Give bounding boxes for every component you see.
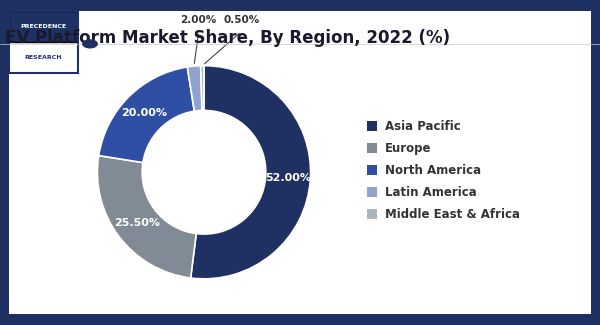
Wedge shape	[200, 66, 204, 110]
Text: 25.50%: 25.50%	[113, 218, 160, 228]
FancyBboxPatch shape	[9, 11, 78, 42]
Text: 52.00%: 52.00%	[265, 173, 311, 183]
Text: RESEARCH: RESEARCH	[25, 55, 62, 60]
Wedge shape	[187, 66, 202, 111]
Wedge shape	[97, 156, 196, 278]
Text: 0.50%: 0.50%	[223, 15, 259, 25]
Text: 20.00%: 20.00%	[121, 108, 167, 118]
Text: PRECEDENCE: PRECEDENCE	[20, 24, 67, 29]
Wedge shape	[99, 67, 194, 162]
Legend: Asia Pacific, Europe, North America, Latin America, Middle East & Africa: Asia Pacific, Europe, North America, Lat…	[367, 121, 520, 221]
Text: 2.00%: 2.00%	[181, 15, 217, 25]
Text: EV Platform Market Share, By Region, 2022 (%): EV Platform Market Share, By Region, 202…	[5, 29, 451, 47]
Wedge shape	[191, 66, 311, 279]
